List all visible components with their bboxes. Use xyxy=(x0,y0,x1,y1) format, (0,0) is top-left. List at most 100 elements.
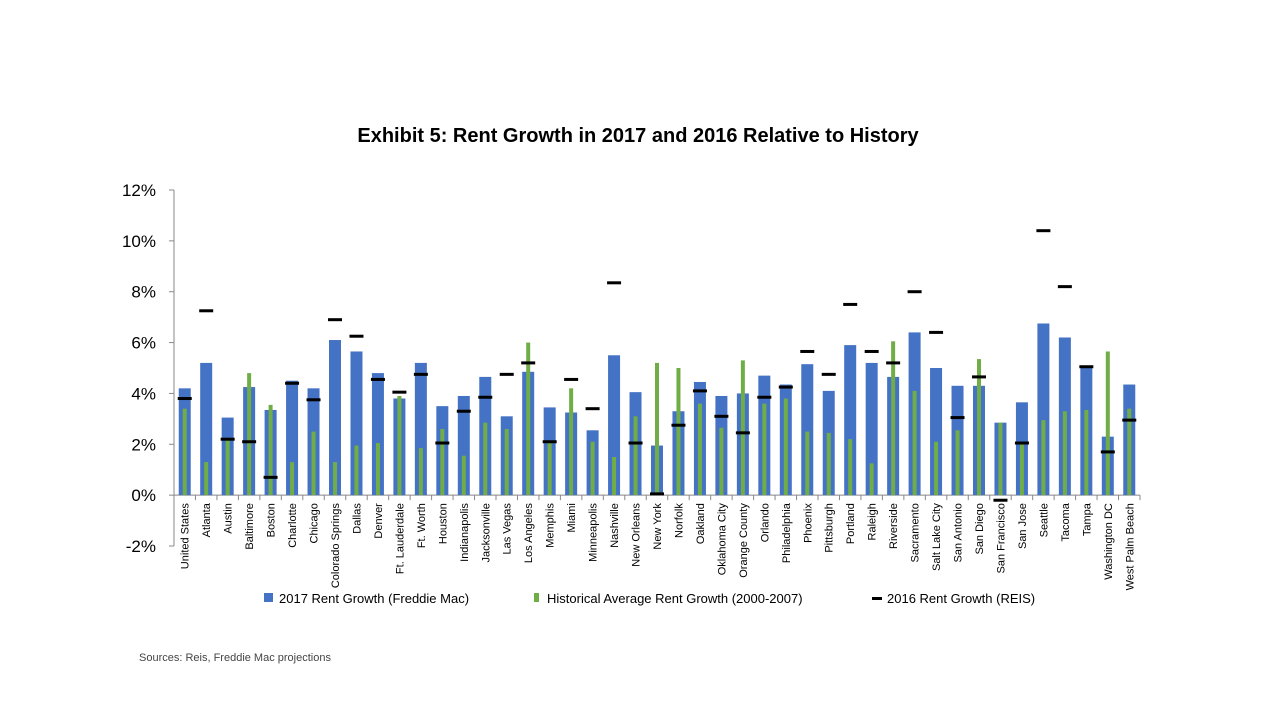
category-label: Raleigh xyxy=(867,503,879,540)
category-label: San Jose xyxy=(1017,503,1029,549)
bar-historical xyxy=(418,448,423,496)
category-label: Boston xyxy=(266,503,278,537)
bar-2017 xyxy=(286,380,299,496)
bar-historical xyxy=(891,341,896,496)
category-label: Seattle xyxy=(1038,503,1050,537)
legend: 2017 Rent Growth (Freddie Mac) Historical… xyxy=(264,591,1035,606)
marker-2016 xyxy=(456,409,471,413)
marker-2016 xyxy=(714,414,729,418)
bar-historical xyxy=(268,404,273,496)
bar-2017 xyxy=(1037,323,1050,496)
bar-historical xyxy=(440,429,445,496)
bar-historical xyxy=(526,342,531,496)
category-label: Tampa xyxy=(1081,502,1093,536)
bar-historical xyxy=(1041,420,1046,496)
category-label: New Orleans xyxy=(631,503,643,567)
bar-2017 xyxy=(801,364,814,496)
category-label: Miami xyxy=(566,503,578,532)
marker-2016 xyxy=(242,440,257,444)
marker-2016 xyxy=(1036,229,1051,233)
bar-2017 xyxy=(865,362,878,496)
bar-historical xyxy=(655,362,659,496)
bar-historical xyxy=(998,422,1003,496)
marker-2016 xyxy=(607,281,622,285)
category-label: San Diego xyxy=(974,503,986,554)
category-label: Colorado Springs xyxy=(330,503,342,588)
marker-2016 xyxy=(800,349,815,353)
marker-2016 xyxy=(542,440,557,444)
bar-2017 xyxy=(414,362,427,496)
bar-historical xyxy=(247,373,252,496)
bar-2017 xyxy=(457,395,470,496)
marker-2016 xyxy=(177,397,192,401)
marker-2016 xyxy=(1057,285,1072,289)
category-label: Ft. Worth xyxy=(416,503,428,548)
bar-historical xyxy=(461,455,466,496)
bars xyxy=(177,229,1137,502)
bar-2017 xyxy=(608,355,621,496)
category-labels: United States Atlanta Austin Baltimore Bosto… xyxy=(180,502,1137,590)
bar-historical xyxy=(182,408,187,496)
marker-2016 xyxy=(628,441,643,445)
category-label: Jacksonville xyxy=(480,503,492,562)
bar-historical xyxy=(569,388,574,496)
bar-2017 xyxy=(371,373,384,496)
y-tick-label: 2% xyxy=(131,435,156,454)
legend-swatch-historical xyxy=(534,593,539,602)
y-tick-label: 10% xyxy=(122,232,156,251)
bar-historical xyxy=(504,429,509,496)
marker-2016 xyxy=(1014,441,1029,445)
category-label: Houston xyxy=(437,503,449,544)
marker-2016 xyxy=(735,431,750,435)
axes: -2% 0% 2% 4% 6% 8% 10% 12% xyxy=(122,181,1141,556)
category-label: Tacoma xyxy=(1060,502,1072,541)
category-label: Philadelphia xyxy=(781,502,793,563)
category-label: Washington DC xyxy=(1103,503,1115,580)
bar-historical xyxy=(697,403,702,496)
marker-2016 xyxy=(349,334,364,338)
legend-label: Historical Average Rent Growth (2000-200… xyxy=(547,591,803,606)
marker-2016 xyxy=(285,381,300,385)
category-label: Charlotte xyxy=(287,503,299,548)
y-tick-label: 4% xyxy=(131,384,156,403)
bar-historical xyxy=(977,359,981,496)
marker-2016 xyxy=(778,385,793,389)
category-label: Las Vegas xyxy=(502,503,514,555)
bar-historical xyxy=(1105,351,1110,496)
y-tick-label: 8% xyxy=(131,283,156,302)
chart-title: Exhibit 5: Rent Growth in 2017 and 2016 … xyxy=(357,125,919,147)
marker-2016 xyxy=(1079,365,1094,369)
bar-historical xyxy=(955,430,960,496)
bar-historical xyxy=(354,445,359,496)
marker-2016 xyxy=(392,390,407,394)
category-label: Portland xyxy=(845,503,857,544)
bar-historical xyxy=(311,431,316,496)
bar-historical xyxy=(912,390,917,496)
category-label: Los Angeles xyxy=(523,503,535,563)
marker-2016 xyxy=(328,318,342,322)
bar-historical xyxy=(719,427,724,496)
category-label: Chicago xyxy=(309,503,321,543)
category-label: United States xyxy=(180,503,192,570)
bar-2017 xyxy=(329,340,341,496)
bar-2017 xyxy=(200,362,213,496)
bar-historical xyxy=(633,416,638,496)
marker-2016 xyxy=(821,372,836,376)
bar-historical xyxy=(1019,441,1024,496)
bar-historical xyxy=(762,403,767,496)
bar-historical xyxy=(740,360,745,496)
category-label: Ft. Lauderdale xyxy=(394,503,406,574)
marker-2016 xyxy=(220,437,235,441)
bar-2017 xyxy=(350,351,363,496)
category-label: Indianapolis xyxy=(459,503,471,562)
bar-historical xyxy=(783,398,788,496)
category-label: Oakland xyxy=(695,503,707,544)
marker-2016 xyxy=(585,407,600,411)
category-label: Atlanta xyxy=(201,502,213,537)
source-note: Sources: Reis, Freddie Mac projections xyxy=(139,652,331,664)
y-tick-label: 6% xyxy=(131,334,156,353)
marker-2016 xyxy=(1122,418,1137,422)
marker-2016 xyxy=(950,416,965,420)
marker-2016 xyxy=(499,372,514,376)
